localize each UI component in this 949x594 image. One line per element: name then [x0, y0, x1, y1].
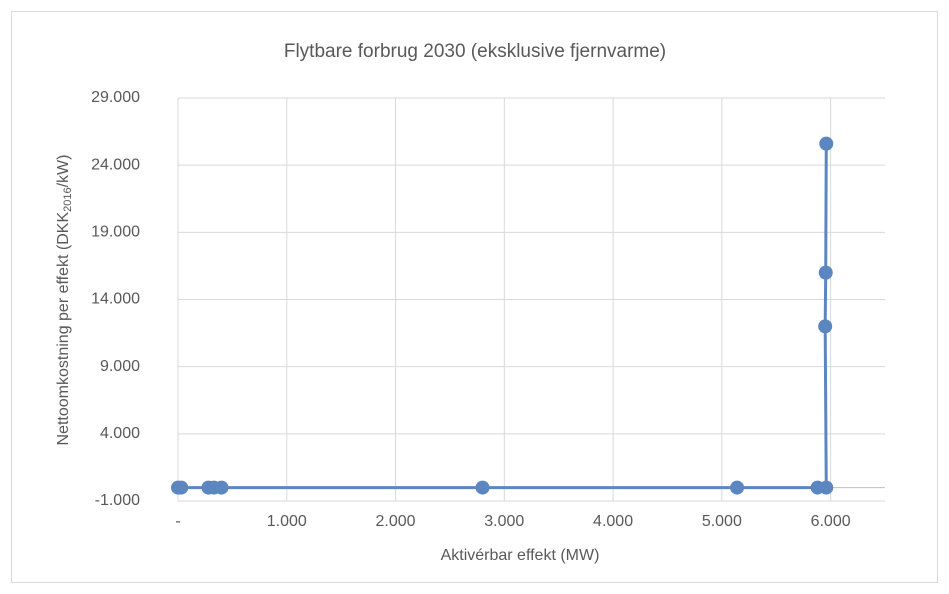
x-tick-label: 1.000	[267, 513, 307, 530]
x-tick-label: 6.000	[811, 513, 851, 530]
data-point	[819, 480, 834, 495]
y-axis-label: Nettoomkostning per effekt (DKK2016/kW)	[55, 155, 74, 446]
x-tick-label: 3.000	[484, 513, 524, 530]
y-tick-label: 24.000	[91, 156, 140, 173]
y-tick-label: 29.000	[91, 89, 140, 106]
y-tick-label: 4.000	[100, 425, 140, 442]
y-axis-label-sub: 2016	[62, 187, 74, 211]
y-tick-label: 19.000	[91, 224, 140, 241]
x-tick-label: 4.000	[593, 513, 633, 530]
y-axis-label-part: Nettoomkostning per effekt (DKK	[55, 212, 72, 446]
data-point	[819, 136, 834, 151]
data-point	[475, 480, 490, 495]
data-point	[174, 480, 189, 495]
x-axis-label: Aktivérbar effekt (MW)	[441, 547, 600, 564]
y-tick-label: -1.000	[95, 492, 140, 509]
y-tick-label: 14.000	[91, 291, 140, 308]
x-tick-label: 2.000	[376, 513, 416, 530]
data-point	[818, 319, 833, 334]
data-point	[818, 265, 833, 280]
data-point	[214, 480, 229, 495]
chart-title: Flytbare forbrug 2030 (eksklusive fjernv…	[284, 41, 666, 62]
x-tick-label: 5.000	[702, 513, 742, 530]
chart-border	[11, 11, 938, 583]
x-tick-label: -	[175, 513, 180, 530]
y-axis-label-part: /kW)	[55, 155, 72, 188]
y-tick-label: 9.000	[100, 358, 140, 375]
data-point	[730, 480, 745, 495]
